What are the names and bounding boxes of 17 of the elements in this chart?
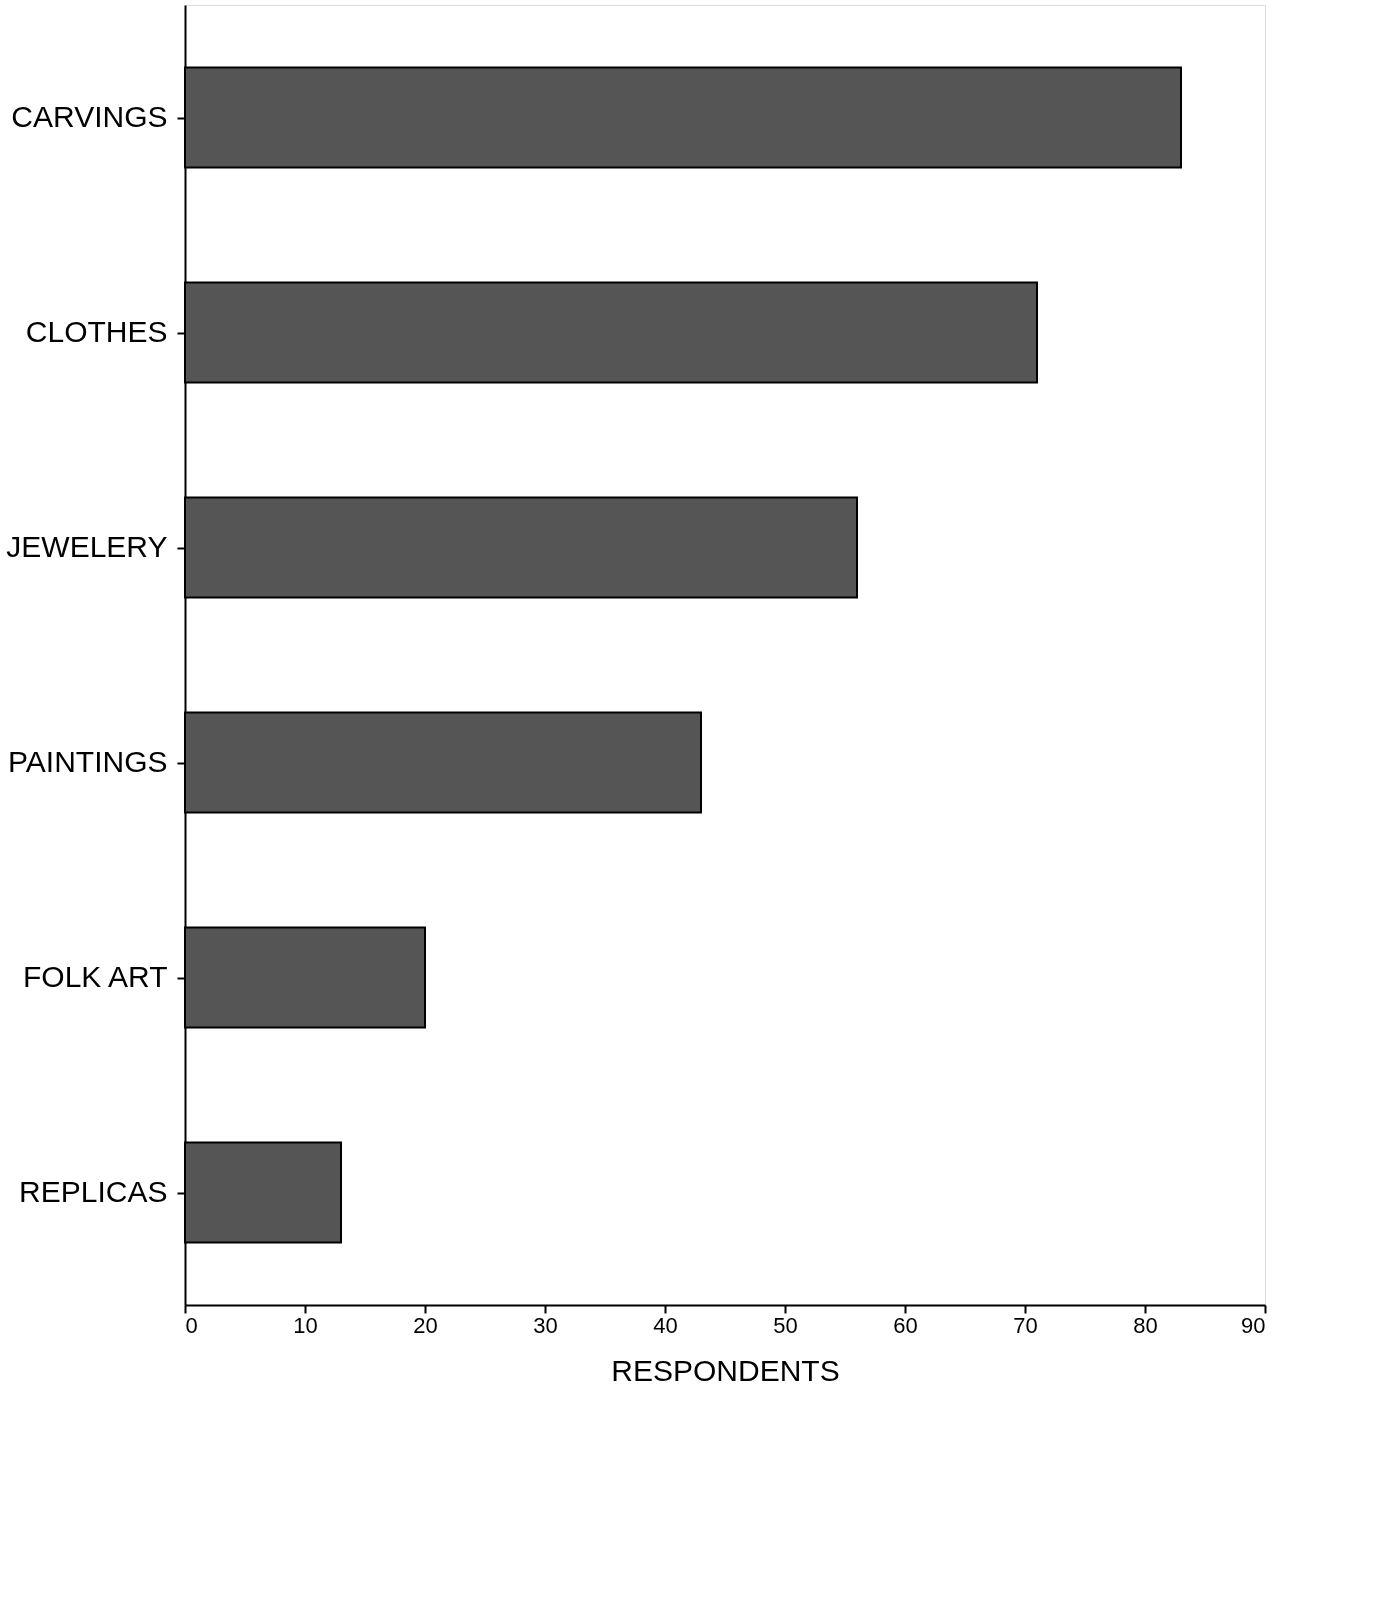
x-tick-label: 0 [185,1312,198,1338]
x-tick-label: 40 [653,1312,678,1338]
x-tick-label: 10 [293,1312,318,1338]
x-axis-title: RESPONDENTS [611,1353,840,1387]
y-tick-label: PAINTINGS [8,745,168,778]
x-tick-label: 60 [893,1312,918,1338]
x-tick-label: 80 [1133,1312,1158,1338]
y-tick-label: FOLK ART [23,960,168,993]
y-tick-label: CLOTHES [25,315,168,348]
y-tick-label: REPLICAS [19,1175,168,1208]
x-tick-label: 30 [533,1312,558,1338]
x-tick-label: 90 [1241,1312,1266,1338]
x-tick-label: 70 [1013,1312,1038,1338]
y-tick-label: JEWELERY [6,530,168,563]
x-tick-label: 20 [413,1312,438,1338]
x-tick-label: 50 [773,1312,798,1338]
y-tick-label: CARVINGS [11,100,168,133]
